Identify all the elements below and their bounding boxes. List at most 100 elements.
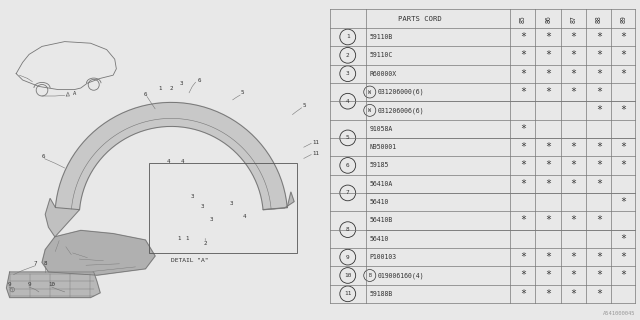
Text: 2: 2 [204,241,207,246]
Text: *: * [596,179,602,189]
Text: 87: 87 [570,15,577,22]
Polygon shape [6,272,100,298]
Text: 88: 88 [596,15,602,22]
Text: 2: 2 [170,86,173,91]
Text: 86: 86 [545,15,551,22]
Text: *: * [520,179,526,189]
Text: A: A [73,92,76,96]
Text: 4: 4 [243,214,246,219]
Text: 5: 5 [346,135,349,140]
Text: *: * [570,50,577,60]
Text: 59110B: 59110B [370,34,393,40]
Text: *: * [620,252,627,262]
Text: *: * [620,69,627,79]
Polygon shape [263,192,294,210]
Text: DETAIL "A": DETAIL "A" [172,258,209,263]
Text: 56410A: 56410A [370,181,393,187]
Text: 59110C: 59110C [370,52,393,58]
Text: *: * [570,289,577,299]
Text: *: * [520,32,526,42]
Text: 4: 4 [166,159,170,164]
Text: *: * [520,215,526,226]
Text: *: * [545,69,551,79]
Text: PARTS CORD: PARTS CORD [398,16,442,22]
Text: *: * [596,270,602,281]
Text: 4: 4 [181,159,184,164]
Text: 7: 7 [346,190,349,196]
Text: *: * [520,142,526,152]
Text: *: * [596,252,602,262]
Text: W: W [368,108,371,113]
Text: 3: 3 [210,217,214,222]
Text: 11: 11 [312,140,319,145]
Text: 6: 6 [197,77,201,83]
Text: *: * [596,142,602,152]
Text: *: * [545,142,551,152]
Text: *: * [520,160,526,171]
Text: 91058A: 91058A [370,126,393,132]
Text: 031206000(6): 031206000(6) [378,89,424,95]
Text: *: * [570,69,577,79]
Text: *: * [570,252,577,262]
Bar [148,163,298,253]
Text: *: * [596,160,602,171]
Text: *: * [545,179,551,189]
Text: 59185: 59185 [370,163,389,168]
Text: 59188B: 59188B [370,291,393,297]
Text: *: * [620,142,627,152]
Text: *: * [545,50,551,60]
Text: *: * [520,69,526,79]
Text: 2: 2 [346,53,349,58]
Text: 6: 6 [144,92,147,97]
Polygon shape [45,198,79,237]
Text: *: * [520,87,526,97]
Text: 85: 85 [520,15,526,22]
Text: 9: 9 [28,282,31,287]
Text: *: * [545,252,551,262]
Text: *: * [520,289,526,299]
Text: R60000X: R60000X [370,71,397,77]
Text: 5: 5 [241,90,244,95]
Text: 6: 6 [346,163,349,168]
Text: *: * [570,270,577,281]
Polygon shape [56,102,287,210]
Text: *: * [620,234,627,244]
Text: 1: 1 [346,35,349,39]
Text: B: B [368,273,371,278]
Text: 6: 6 [42,155,45,159]
Text: *: * [620,32,627,42]
Text: 89: 89 [620,15,627,22]
Text: *: * [620,50,627,60]
Text: *: * [596,215,602,226]
Text: 7: 7 [34,261,37,266]
Text: 019006160(4): 019006160(4) [378,272,424,279]
Text: *: * [596,87,602,97]
Text: *: * [520,124,526,134]
Text: *: * [596,105,602,116]
Text: *: * [620,197,627,207]
Text: 3: 3 [191,194,194,199]
Text: W: W [368,90,371,94]
Text: 11: 11 [344,291,351,296]
Text: 1: 1 [186,236,189,241]
Text: 4: 4 [346,99,349,104]
Text: *: * [545,270,551,281]
Text: 3: 3 [200,204,204,209]
Text: 1: 1 [178,236,181,241]
Text: *: * [620,160,627,171]
Text: *: * [570,32,577,42]
Text: 10: 10 [344,273,351,278]
Text: 031206006(6): 031206006(6) [378,107,424,114]
Text: *: * [596,50,602,60]
Text: N950001: N950001 [370,144,397,150]
Text: *: * [570,160,577,171]
Text: *: * [570,215,577,226]
Text: *: * [570,87,577,97]
Text: 56410: 56410 [370,199,389,205]
Text: 11: 11 [312,151,319,156]
Text: 3: 3 [230,201,233,206]
Polygon shape [42,230,155,275]
Text: *: * [520,270,526,281]
Text: 1: 1 [158,86,162,91]
Text: P100103: P100103 [370,254,397,260]
